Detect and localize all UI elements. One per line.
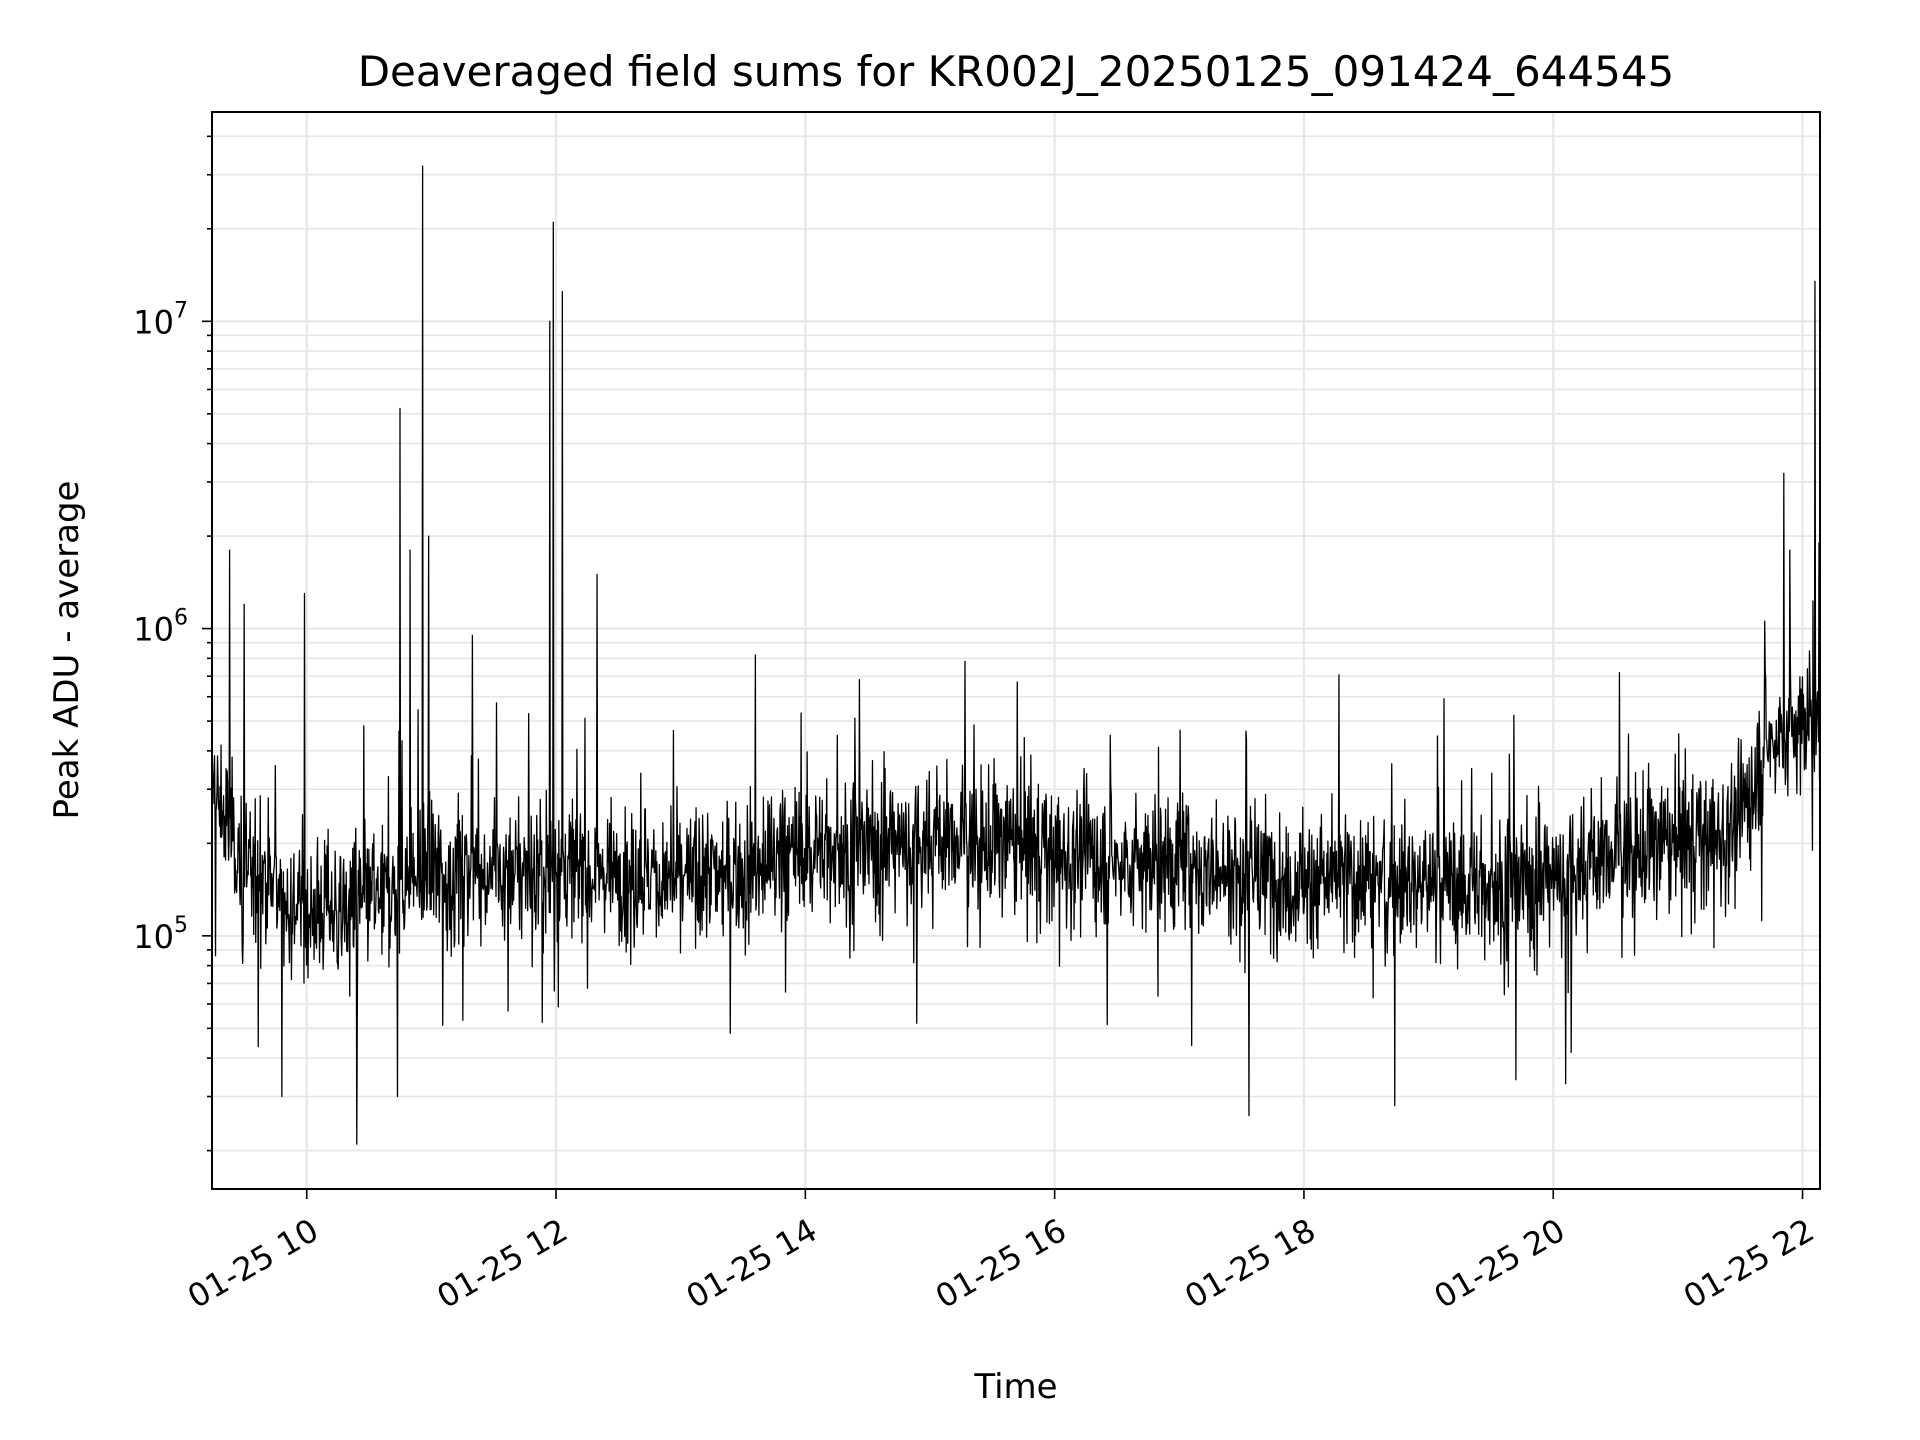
data-line <box>211 165 1821 1145</box>
y-tick-label: 106 <box>133 606 188 649</box>
y-axis-ticks: 105 106 107 <box>133 135 212 1152</box>
y-tick-label: 107 <box>133 298 188 341</box>
y-axis-label: Peak ADU - average <box>47 481 87 820</box>
x-axis-label: Time <box>973 1367 1057 1407</box>
plot-frame <box>211 111 1821 1190</box>
chart-title: Deaveraged field sums for KR002J_2025012… <box>358 47 1675 96</box>
y-tick-label: 105 <box>133 913 188 956</box>
series-line <box>211 165 1821 1145</box>
